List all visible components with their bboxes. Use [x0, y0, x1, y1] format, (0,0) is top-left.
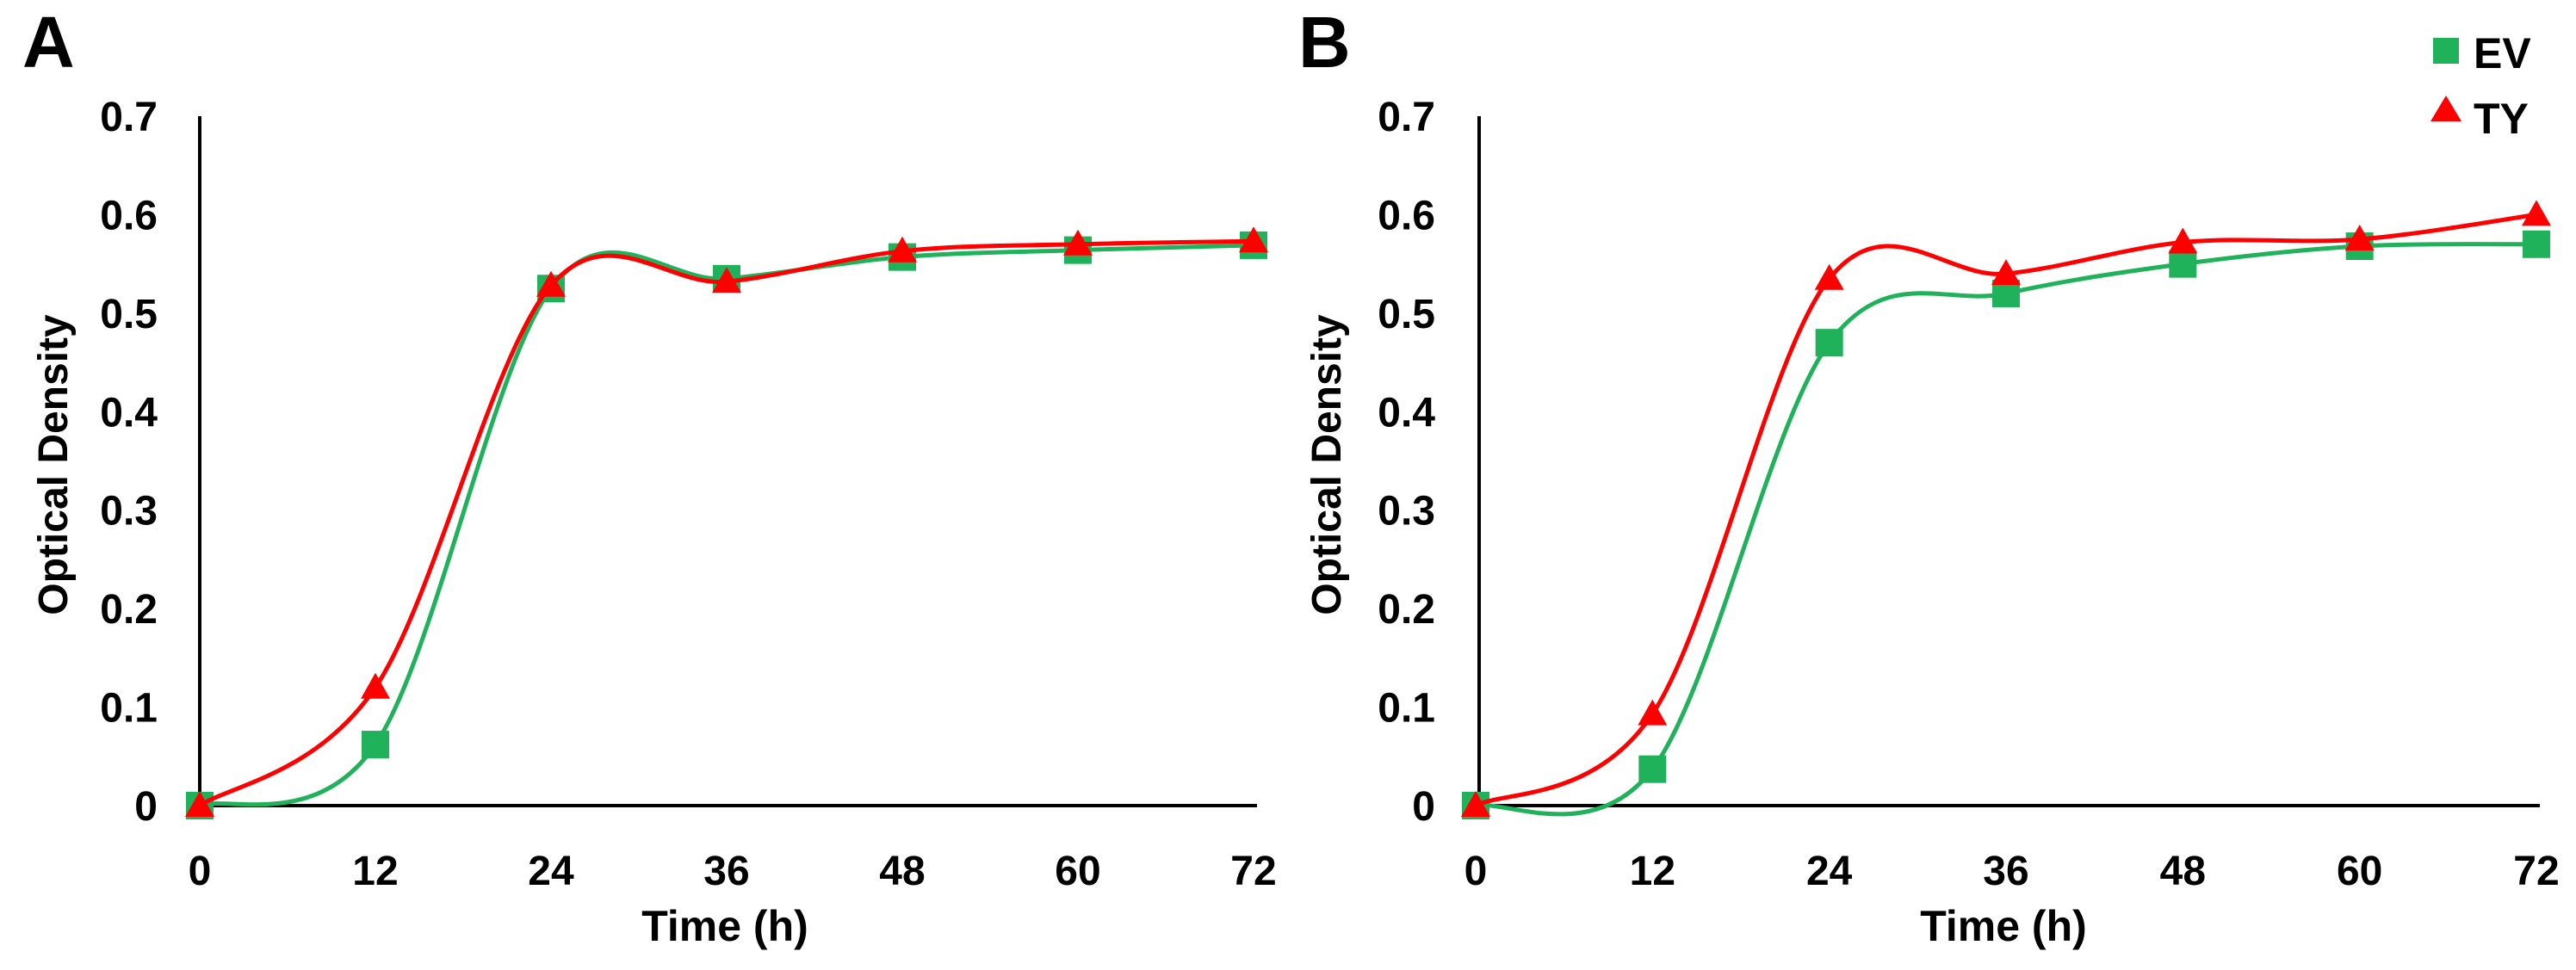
- panel-b-y-tick-label: 0: [1412, 784, 1435, 830]
- panel-a-ty-line: [198, 238, 1254, 808]
- panel-b-x-tick-label: 36: [1983, 849, 2028, 894]
- panel-a-x-tick-label: 60: [1055, 849, 1100, 894]
- legend-ty-marker: [2430, 96, 2461, 121]
- panel-b-ty-point: [1461, 791, 1490, 817]
- panel-a-y-tick-label: 0.4: [100, 390, 158, 436]
- panel-b-x-tick-label: 72: [2513, 849, 2559, 894]
- panel-b-ty-point: [1991, 259, 2021, 286]
- panel-a-ty-point: [536, 270, 566, 297]
- panel-b-ty-point: [1814, 263, 1844, 290]
- panel-b-ev-point: [2169, 250, 2197, 278]
- panel-a-ty-point: [361, 672, 390, 699]
- panel-b-y-tick-label: 0.7: [1378, 95, 1435, 140]
- panel-b-ev-point: [1815, 329, 1843, 357]
- panel-a-ty-point: [1239, 226, 1268, 253]
- panel-a-y-tick-label: 0.7: [100, 95, 158, 140]
- panel-b-y-tick-label: 0.2: [1378, 587, 1435, 633]
- panel-b-y-tick-label: 0.4: [1378, 390, 1435, 436]
- panel-a-x-tick-label: 36: [703, 849, 749, 894]
- panel-b-ty-point: [2168, 227, 2198, 254]
- panel-a-x-tick-label: 12: [352, 849, 398, 894]
- panel-a-y-tick-label: 0.3: [100, 489, 158, 534]
- panel-a-ty-point: [185, 791, 214, 817]
- panel-a-x-tick-label: 0: [189, 849, 212, 894]
- panel-b-x-tick-label: 48: [2160, 849, 2206, 894]
- panel-a: A Optical Density Time (h) 0 0.1 0.2 0.3 0.4…: [22, 2, 1277, 950]
- panel-b-y-tick-label: 0.5: [1378, 292, 1435, 337]
- legend-ty-label: TY: [2474, 95, 2529, 143]
- panel-b-x-axis-title: Time (h): [1920, 902, 2087, 950]
- panel-a-y-tick-label: 0.5: [100, 292, 158, 337]
- legend: EV TY: [2430, 29, 2531, 143]
- panel-a-label: A: [22, 2, 75, 83]
- panel-b-x-tick-label: 24: [1806, 849, 1853, 894]
- panel-b-x-tick-label: 0: [1464, 849, 1488, 894]
- panel-a-x-tick-label: 24: [528, 849, 574, 894]
- panel-b-ev-line: [1475, 242, 2537, 817]
- panel-b-ty-point: [2344, 225, 2375, 250]
- panel-a-ty-point: [712, 267, 741, 293]
- panel-b-ev-point: [1638, 755, 1667, 783]
- panel-a-ev-point: [362, 731, 389, 759]
- panel-a-y-tick-label: 0.2: [100, 587, 158, 633]
- panel-a-x-tick-label: 48: [879, 849, 925, 894]
- panel-a-x-tick-label: 72: [1230, 849, 1276, 894]
- panel-b-y-tick-label: 0.3: [1378, 489, 1435, 534]
- panel-b: B Optical Density Time (h) 0 0.1 0.2 0.3 0.4…: [1298, 2, 2560, 950]
- legend-ev-marker: [2433, 38, 2459, 64]
- panel-a-y-axis-title: Optical Density: [31, 314, 77, 615]
- legend-ev-label: EV: [2474, 29, 2531, 77]
- panel-a-ev-line: [199, 243, 1254, 808]
- panel-a-ty-point: [1063, 229, 1093, 256]
- panel-a-y-tick-label: 0: [134, 784, 158, 830]
- panel-b-ty-point: [1638, 699, 1668, 726]
- panel-b-y-tick-label: 0.1: [1378, 686, 1435, 732]
- panel-b-ev-point: [2523, 230, 2550, 258]
- panel-b-ty-point: [2522, 200, 2551, 226]
- panel-a-y-tick-label: 0.1: [100, 686, 158, 732]
- panel-a-x-axis-title: Time (h): [641, 902, 808, 950]
- panel-b-y-tick-label: 0.6: [1378, 193, 1435, 238]
- panel-a-y-tick-label: 0.6: [100, 193, 158, 238]
- panel-b-x-tick-label: 60: [2337, 849, 2382, 894]
- panel-a-ty-point: [888, 236, 917, 263]
- panel-b-x-tick-label: 12: [1630, 849, 1675, 894]
- panel-b-y-axis-title: Optical Density: [1304, 314, 1350, 615]
- panel-b-label: B: [1298, 2, 1351, 83]
